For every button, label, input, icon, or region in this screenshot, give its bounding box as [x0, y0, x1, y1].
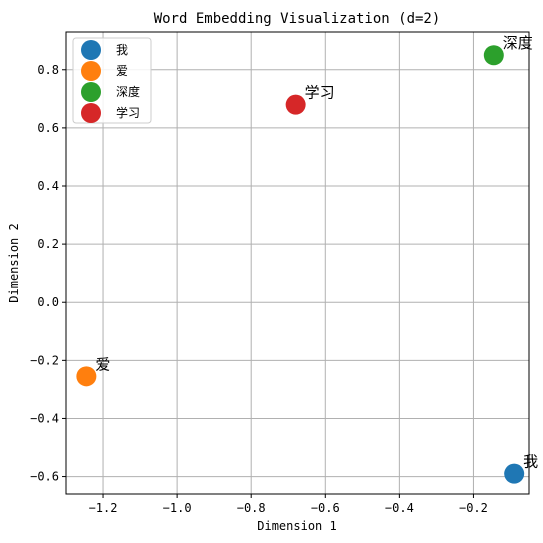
scatter-point — [285, 94, 306, 115]
y-tick-label: 0.2 — [37, 237, 59, 251]
y-tick-label: −0.4 — [30, 411, 59, 425]
y-axis-title: Dimension 2 — [7, 223, 21, 302]
scatter-point — [483, 45, 504, 66]
legend-marker — [81, 103, 101, 123]
y-tick-label: −0.6 — [30, 470, 59, 484]
x-tick-label: −1.0 — [163, 501, 192, 515]
plot-area — [65, 31, 530, 495]
legend-marker — [81, 82, 101, 102]
legend-marker — [81, 40, 101, 60]
point-label: 我 — [523, 453, 538, 471]
scatter-point — [76, 366, 97, 387]
x-tick-label: −0.8 — [237, 501, 266, 515]
x-tick-label: −0.6 — [311, 501, 340, 515]
x-tick-label: −0.2 — [459, 501, 488, 515]
legend-label: 我 — [116, 43, 128, 57]
y-tick-label: 0.0 — [37, 295, 59, 309]
scatter-point — [504, 463, 525, 484]
y-tick-label: 0.4 — [37, 179, 59, 193]
chart-title: Word Embedding Visualization (d=2) — [154, 11, 441, 27]
x-axis-title: Dimension 1 — [257, 519, 336, 533]
legend-label: 深度 — [116, 84, 140, 99]
grid — [66, 32, 529, 494]
legend-label: 学习 — [116, 105, 140, 120]
point-label: 学习 — [305, 84, 335, 102]
y-tick-label: −0.2 — [30, 353, 59, 367]
legend-marker — [81, 61, 101, 81]
legend-label: 爱 — [116, 64, 128, 78]
point-label: 爱 — [95, 355, 110, 373]
y-tick-label: 0.8 — [37, 63, 59, 77]
x-tick-label: −1.2 — [89, 501, 118, 515]
point-label: 深度 — [503, 34, 533, 52]
axis-ticks: −1.2 −1.0 −0.8 −0.6 −0.4 −0.2 −0.6 −0.4 −0.2 0.0 0… — [30, 63, 488, 515]
y-tick-label: 0.6 — [37, 121, 59, 135]
x-tick-label: −0.4 — [385, 501, 414, 515]
